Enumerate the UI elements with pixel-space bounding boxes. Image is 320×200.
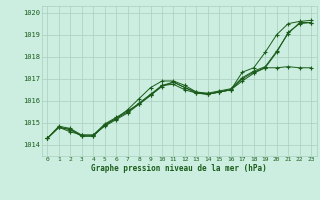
X-axis label: Graphe pression niveau de la mer (hPa): Graphe pression niveau de la mer (hPa): [91, 164, 267, 173]
